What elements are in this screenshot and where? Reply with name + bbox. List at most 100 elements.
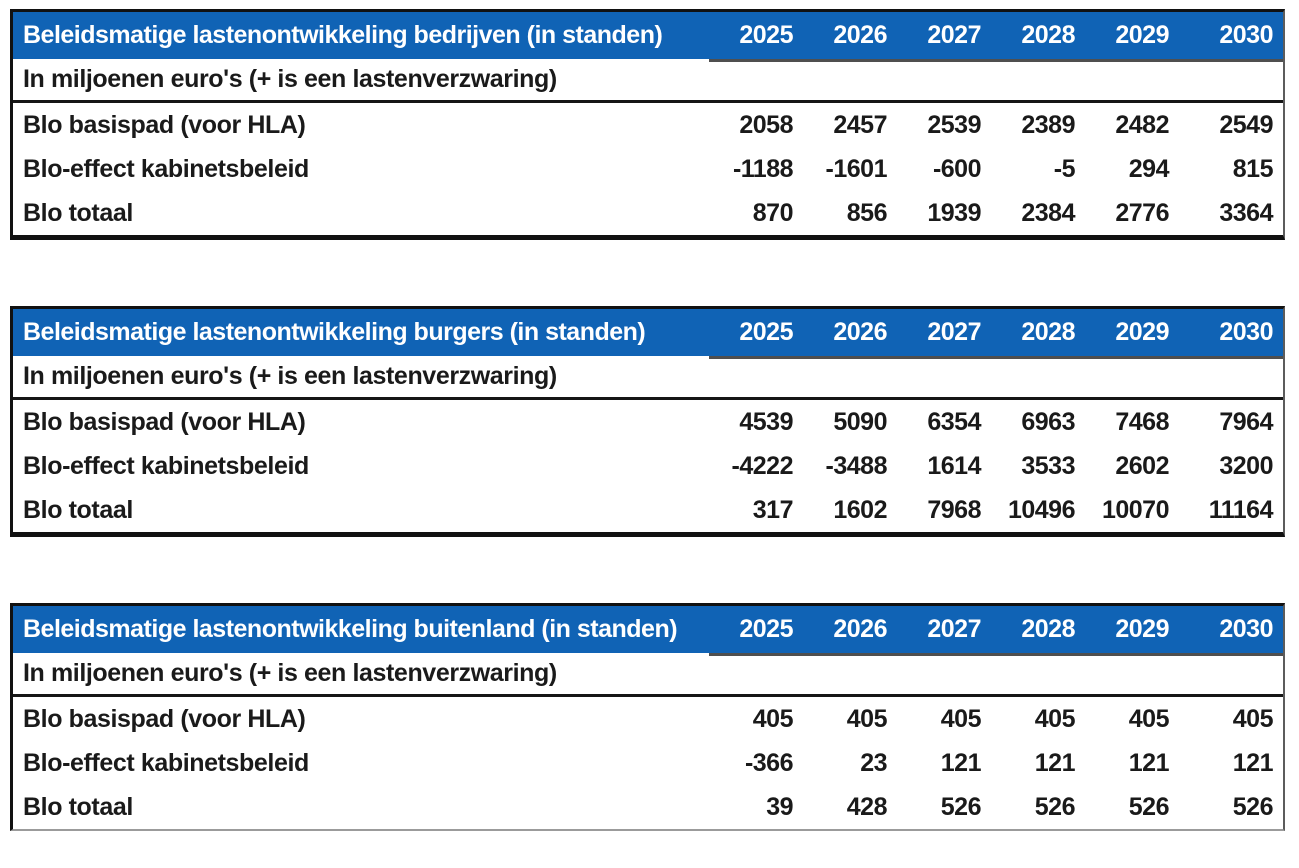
cell-value: -1601 <box>825 155 888 183</box>
cell-value: 1602 <box>833 496 887 524</box>
cell-value: 526 <box>1034 793 1076 821</box>
cell-value: 294 <box>1128 155 1170 183</box>
cell-value: 526 <box>1232 793 1274 821</box>
year-header: 2028 <box>1021 615 1075 643</box>
cell-value: 7468 <box>1115 408 1169 436</box>
year-header: 2028 <box>1021 318 1075 346</box>
cell-value: 121 <box>1128 749 1170 777</box>
table-row: Blo basispad (voor HLA) 405 405 405 405 … <box>13 697 1283 741</box>
cell-value: 2602 <box>1115 452 1169 480</box>
table-buitenland-header: Beleidsmatige lastenontwikkeling buitenl… <box>13 606 1283 653</box>
cell-value: -3488 <box>825 452 888 480</box>
table-row: Blo-effect kabinetsbeleid -366 23 121 12… <box>13 741 1283 785</box>
cell-value: -600 <box>932 155 982 183</box>
row-label: Blo totaal <box>23 496 133 524</box>
cell-value: 3533 <box>1021 452 1075 480</box>
table-burgers-title: Beleidsmatige lastenontwikkeling burgers… <box>23 318 646 346</box>
table-row: Blo totaal 317 1602 7968 10496 10070 111… <box>13 488 1283 532</box>
table-burgers-header: Beleidsmatige lastenontwikkeling burgers… <box>13 309 1283 356</box>
table-burgers: Beleidsmatige lastenontwikkeling burgers… <box>10 306 1285 537</box>
cell-value: 11164 <box>1208 496 1274 524</box>
cell-value: -366 <box>744 749 794 777</box>
row-values: 39 428 526 526 526 526 <box>709 785 1283 829</box>
cell-value: 121 <box>1034 749 1076 777</box>
cell-value: 23 <box>860 749 887 777</box>
year-header: 2025 <box>739 318 793 346</box>
cell-value: 121 <box>1232 749 1274 777</box>
cell-value: 526 <box>1128 793 1170 821</box>
row-values: 2058 2457 2539 2389 2482 2549 <box>709 103 1283 147</box>
table-buitenland-subtitle: In miljoenen euro's (+ is een lastenverz… <box>13 653 1283 697</box>
cell-value: 317 <box>752 496 794 524</box>
cell-value: 2058 <box>739 111 793 139</box>
cell-value: 2389 <box>1021 111 1075 139</box>
row-label: Blo basispad (voor HLA) <box>23 408 306 436</box>
year-header: 2027 <box>927 21 981 49</box>
year-header: 2030 <box>1219 318 1273 346</box>
year-header: 2027 <box>927 318 981 346</box>
row-label: Blo basispad (voor HLA) <box>23 705 306 733</box>
table-bedrijven-title: Beleidsmatige lastenontwikkeling bedrijv… <box>23 21 663 49</box>
cell-value: 7964 <box>1219 408 1273 436</box>
cell-value: 1614 <box>927 452 981 480</box>
row-label: Blo-effect kabinetsbeleid <box>23 155 309 183</box>
year-header: 2029 <box>1115 21 1169 49</box>
table-bedrijven-subtitle: In miljoenen euro's (+ is een lastenverz… <box>13 59 1283 103</box>
cell-value: 2539 <box>927 111 981 139</box>
table-row: Blo-effect kabinetsbeleid -4222 -3488 16… <box>13 444 1283 488</box>
row-label: Blo totaal <box>23 199 133 227</box>
cell-value: 405 <box>752 705 794 733</box>
cell-value: 4539 <box>739 408 793 436</box>
row-label: Blo totaal <box>23 793 133 821</box>
cell-value: 405 <box>846 705 888 733</box>
year-header: 2026 <box>833 21 887 49</box>
year-header: 2029 <box>1115 615 1169 643</box>
cell-value: 6354 <box>927 408 981 436</box>
cell-value: 405 <box>940 705 982 733</box>
row-values: -4222 -3488 1614 3533 2602 3200 <box>709 444 1283 488</box>
table-bedrijven-header: Beleidsmatige lastenontwikkeling bedrijv… <box>13 12 1283 59</box>
year-header: 2026 <box>833 615 887 643</box>
year-header: 2026 <box>833 318 887 346</box>
table-burgers-year-columns: 2025 2026 2027 2028 2029 2030 <box>709 309 1283 356</box>
year-header: 2030 <box>1219 615 1273 643</box>
table-row: Blo totaal 39 428 526 526 526 526 <box>13 785 1283 829</box>
cell-value: 2457 <box>833 111 887 139</box>
cell-value: -5 <box>1053 155 1076 183</box>
cell-value: 405 <box>1034 705 1076 733</box>
year-header: 2025 <box>739 21 793 49</box>
table-row: Blo totaal 870 856 1939 2384 2776 3364 <box>13 191 1283 235</box>
table-row: Blo basispad (voor HLA) 4539 5090 6354 6… <box>13 400 1283 444</box>
row-values: 317 1602 7968 10496 10070 11164 <box>709 488 1283 532</box>
cell-value: 815 <box>1232 155 1274 183</box>
row-label: Blo-effect kabinetsbeleid <box>23 452 309 480</box>
cell-value: 121 <box>940 749 982 777</box>
row-label: Blo basispad (voor HLA) <box>23 111 306 139</box>
cell-value: 3364 <box>1219 199 1273 227</box>
table-bedrijven-year-columns: 2025 2026 2027 2028 2029 2030 <box>709 12 1283 59</box>
cell-value: 5090 <box>833 408 887 436</box>
table-buitenland: Beleidsmatige lastenontwikkeling buitenl… <box>10 603 1285 831</box>
cell-value: -1188 <box>732 155 794 183</box>
table-row: Blo-effect kabinetsbeleid -1188 -1601 -6… <box>13 147 1283 191</box>
cell-value: 2482 <box>1115 111 1169 139</box>
cell-value: 10070 <box>1101 496 1170 524</box>
table-burgers-subtitle: In miljoenen euro's (+ is een lastenverz… <box>13 356 1283 400</box>
row-label: Blo-effect kabinetsbeleid <box>23 749 309 777</box>
cell-value: 3200 <box>1219 452 1273 480</box>
table-buitenland-year-columns: 2025 2026 2027 2028 2029 2030 <box>709 606 1283 653</box>
cell-value: 428 <box>846 793 888 821</box>
cell-value: 2549 <box>1219 111 1273 139</box>
cell-value: 6963 <box>1021 408 1075 436</box>
cell-value: -4222 <box>731 452 794 480</box>
year-header: 2027 <box>927 615 981 643</box>
cell-value: 870 <box>752 199 794 227</box>
document-page: Beleidsmatige lastenontwikkeling bedrijv… <box>10 9 1285 831</box>
row-values: -366 23 121 121 121 121 <box>709 741 1283 785</box>
cell-value: 856 <box>846 199 888 227</box>
year-header: 2029 <box>1115 318 1169 346</box>
year-header: 2030 <box>1219 21 1273 49</box>
cell-value: 10496 <box>1007 496 1076 524</box>
table-row: Blo basispad (voor HLA) 2058 2457 2539 2… <box>13 103 1283 147</box>
row-values: 870 856 1939 2384 2776 3364 <box>709 191 1283 235</box>
